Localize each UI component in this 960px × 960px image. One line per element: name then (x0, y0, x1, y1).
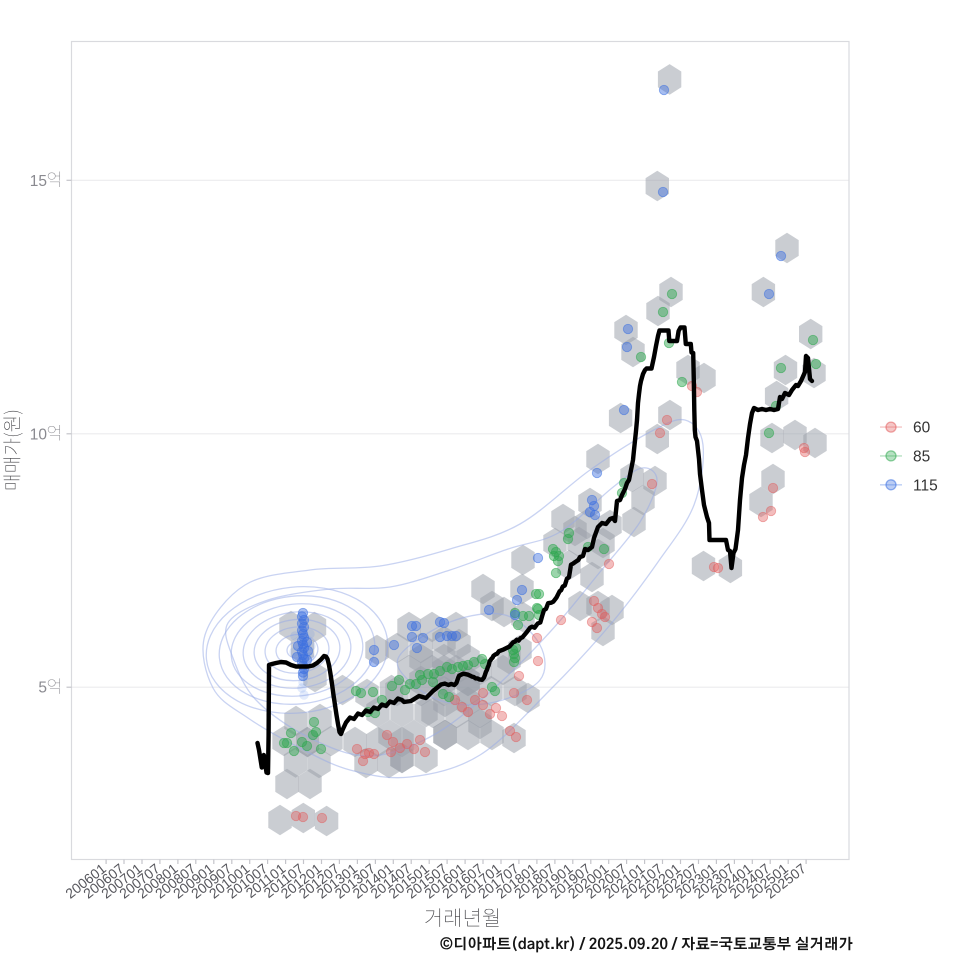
svg-text:60: 60 (913, 420, 931, 437)
svg-text:15: 15 (30, 173, 47, 190)
svg-text:10: 10 (30, 426, 48, 443)
svg-text:5: 5 (38, 680, 47, 697)
svg-text:85: 85 (913, 448, 930, 465)
svg-text:115: 115 (913, 477, 938, 494)
